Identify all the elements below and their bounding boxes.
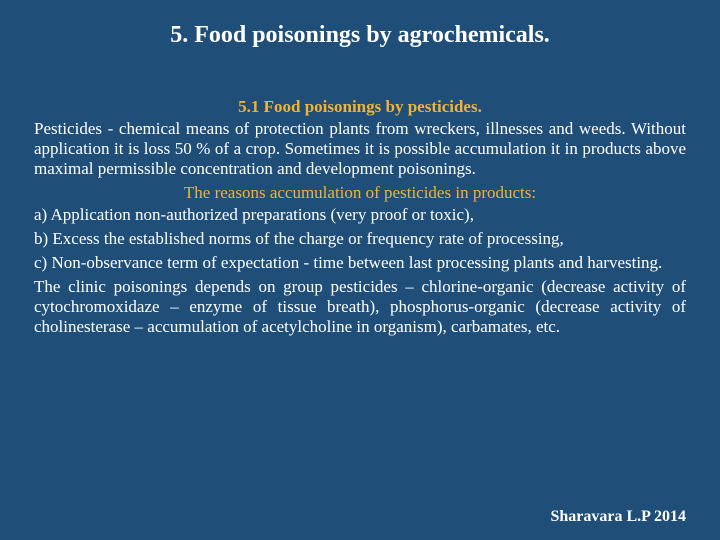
slide: 5. Food poisonings by agrochemicals. 5.1…: [0, 0, 720, 540]
clinic-paragraph: The clinic poisonings depends on group p…: [34, 277, 686, 337]
reason-c: c) Non-observance term of expectation - …: [34, 253, 686, 273]
intro-paragraph: Pesticides - chemical means of protectio…: [34, 119, 686, 179]
section-subheader: 5.1 Food poisonings by pesticides.: [34, 97, 686, 117]
slide-title: 5. Food poisonings by agrochemicals.: [34, 22, 686, 49]
footer-author: Sharavara L.P 2014: [550, 508, 686, 526]
reason-a: a) Application non-authorized preparatio…: [34, 205, 686, 225]
reasons-heading: The reasons accumulation of pesticides i…: [34, 183, 686, 203]
reason-b: b) Excess the established norms of the c…: [34, 229, 686, 249]
